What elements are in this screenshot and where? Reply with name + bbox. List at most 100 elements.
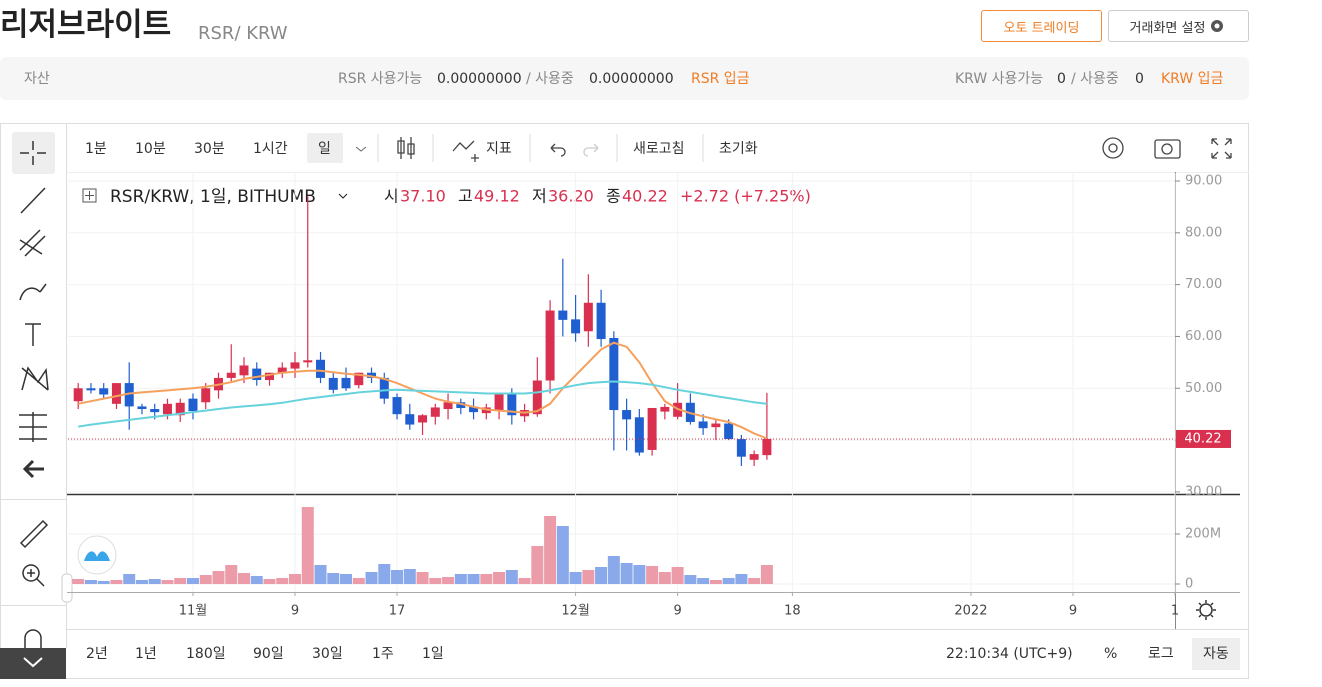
y-tick-label: 30.00 (1185, 484, 1222, 499)
interval-caret[interactable] (355, 146, 367, 152)
volume-bar (148, 579, 161, 584)
volume-bar (340, 574, 353, 584)
interval-button[interactable]: 1분 (85, 141, 107, 157)
krw-deposit[interactable]: KRW 입금 (1161, 71, 1224, 87)
rsr-in-use: 0.00000000 (589, 71, 674, 87)
drawing-tools (12, 132, 55, 648)
fullscreen-icon[interactable] (1211, 138, 1232, 159)
x-tick-label: 17 (389, 604, 406, 619)
redo-icon[interactable] (583, 143, 599, 157)
range-button[interactable]: 180일 (186, 646, 226, 662)
legend-caret[interactable] (338, 193, 348, 199)
prediction-tool[interactable] (19, 412, 47, 442)
candle-body (443, 402, 453, 410)
range-button[interactable]: 1주 (372, 646, 394, 662)
interval-button[interactable]: 30분 (194, 141, 225, 157)
volume-bar (327, 573, 340, 584)
candle-body (698, 421, 708, 429)
asset-label: 자산 (24, 71, 50, 87)
coin-title: 리저브라이트 (0, 7, 172, 43)
volume-bar (467, 574, 480, 584)
chart-frame (0, 123, 1249, 679)
brush-tool[interactable] (19, 283, 47, 301)
legend-symbol: RSR/KRW, 1일, BITHUMB (110, 187, 316, 207)
pattern-tool[interactable] (21, 366, 49, 391)
volume-bar (378, 564, 391, 584)
volume-bar (416, 572, 429, 584)
x-tick-label: 1 (1171, 604, 1179, 619)
candle-body (290, 362, 300, 369)
interval-button[interactable]: 10분 (135, 141, 166, 157)
crosshair-tool[interactable] (20, 141, 46, 165)
range-button[interactable]: 90일 (253, 646, 284, 662)
auto-trade-button[interactable]: 오토 트레이딩 (981, 10, 1102, 42)
range-button[interactable]: 1일 (422, 646, 444, 662)
chart-settings-icon[interactable] (1102, 137, 1124, 159)
ruler-tool[interactable] (19, 519, 49, 549)
indicators-button[interactable]: 지표 (486, 141, 512, 157)
panel-toggle[interactable] (61, 573, 73, 603)
candle-body (571, 319, 581, 334)
candle-body (175, 402, 185, 416)
volume-bar (186, 578, 199, 584)
chevron (23, 657, 43, 668)
zoom-tool[interactable] (22, 564, 40, 582)
back-tool[interactable] (22, 459, 44, 479)
magnet-tool[interactable] (24, 629, 42, 648)
candle-body (418, 415, 428, 423)
trendline-tool[interactable] (20, 187, 46, 214)
candle-body (265, 372, 275, 380)
collapse-button[interactable] (0, 648, 66, 679)
range-button[interactable]: 2년 (86, 646, 108, 662)
volume-bar (595, 567, 608, 584)
candle-body (303, 360, 313, 363)
volume-bar (301, 507, 314, 584)
candle-body (111, 383, 121, 404)
volume-bar (722, 578, 735, 584)
chart-type-icon[interactable] (397, 137, 415, 159)
reset-button[interactable]: 초기화 (719, 141, 758, 157)
rsr-in-use-label: / 사용중 (526, 71, 574, 87)
indicator-icon[interactable] (452, 140, 479, 162)
candle-body (124, 383, 134, 407)
legend-toggle[interactable] (82, 188, 97, 203)
settings-button[interactable]: 거래화면 설정 (1108, 10, 1249, 42)
candle-body (277, 367, 287, 374)
volume-bar (658, 572, 671, 584)
candle-body (252, 368, 262, 380)
asset-bar (0, 57, 1249, 100)
volume-bar (263, 579, 276, 584)
percent-scale[interactable]: % (1104, 646, 1118, 662)
interval-button[interactable]: 1시간 (253, 141, 288, 157)
text-tool[interactable] (25, 323, 41, 346)
legend-toggle-mark (85, 191, 94, 200)
price-pane (73, 196, 772, 467)
moving-average (78, 341, 768, 440)
candle-body (367, 372, 377, 378)
candle-body (354, 372, 364, 386)
legend-value: 36.20 (548, 187, 594, 206)
legend-label: 고 (458, 187, 473, 206)
range-button[interactable]: 30일 (312, 646, 343, 662)
fib-tool[interactable] (19, 229, 46, 257)
auto-scale[interactable]: 자동 (1203, 646, 1229, 662)
candle-body (341, 377, 351, 389)
range-button[interactable]: 1년 (135, 646, 157, 662)
screenshot-icon[interactable] (1154, 139, 1181, 159)
x-tick-label: 9 (1069, 604, 1077, 619)
undo-icon[interactable] (550, 143, 566, 157)
volume-bar (760, 565, 773, 584)
axis-settings-rays (1196, 600, 1216, 620)
log-scale[interactable]: 로그 (1148, 646, 1174, 662)
axis-settings[interactable] (1199, 603, 1213, 617)
y-tick-label: 50.00 (1185, 381, 1222, 396)
candle-body (736, 439, 746, 457)
volume-bar (212, 571, 225, 584)
rsr-deposit[interactable]: RSR 입금 (691, 71, 750, 87)
volume-bar (582, 570, 595, 584)
interval-button[interactable]: 일 (318, 141, 331, 157)
candle-body (545, 310, 555, 381)
candle-body (99, 388, 109, 395)
refresh-button[interactable]: 새로고침 (633, 141, 685, 157)
